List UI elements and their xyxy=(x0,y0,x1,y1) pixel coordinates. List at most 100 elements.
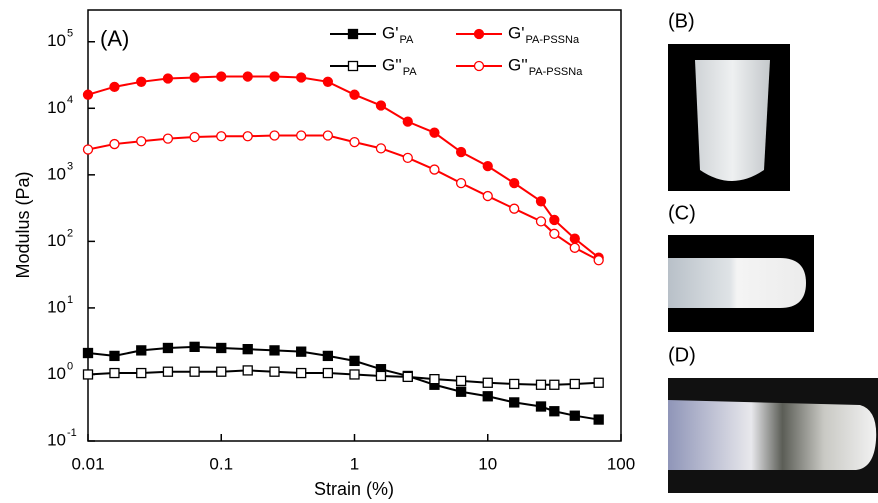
y-tick-label: 10 xyxy=(47,430,66,449)
point xyxy=(455,177,467,189)
point xyxy=(349,369,360,380)
point xyxy=(162,133,174,144)
point xyxy=(322,130,334,141)
point xyxy=(242,344,253,355)
point xyxy=(429,127,440,138)
point xyxy=(136,345,147,356)
y-tick-exponent: 1 xyxy=(67,294,73,306)
y-tick-exponent: 3 xyxy=(67,161,73,173)
point xyxy=(242,365,253,376)
point xyxy=(82,144,94,155)
point xyxy=(349,136,360,148)
point xyxy=(136,76,147,87)
point xyxy=(549,379,560,390)
point xyxy=(375,370,387,382)
point xyxy=(349,89,360,100)
x-tick-label: 1 xyxy=(350,454,359,473)
legend-subscript: PA-PSSNa xyxy=(529,66,583,78)
legend-label: G' xyxy=(382,23,398,42)
y-axis-label: Modulus (Pa) xyxy=(13,171,33,278)
point xyxy=(296,72,307,83)
point xyxy=(402,152,413,163)
point xyxy=(375,143,387,154)
point xyxy=(269,366,280,377)
point xyxy=(189,131,200,143)
point xyxy=(429,374,440,385)
photo-label: (C) xyxy=(668,202,696,224)
legend-marker xyxy=(473,60,485,72)
point xyxy=(189,72,200,83)
point xyxy=(322,76,334,87)
point xyxy=(242,71,253,82)
point xyxy=(509,177,520,189)
point xyxy=(482,190,493,202)
point xyxy=(269,71,280,82)
point xyxy=(82,347,94,359)
legend-marker xyxy=(347,60,359,72)
point xyxy=(216,366,227,377)
point xyxy=(216,71,227,82)
point xyxy=(549,214,560,226)
point xyxy=(402,371,413,383)
point xyxy=(322,367,334,379)
vial-b xyxy=(695,60,770,181)
point xyxy=(189,366,200,377)
point xyxy=(82,89,94,100)
legend-marker xyxy=(473,28,485,40)
legend-subscript: PA-PSSNa xyxy=(525,34,579,46)
x-tick-label: 0.01 xyxy=(71,454,104,473)
point xyxy=(593,255,604,266)
point xyxy=(375,100,387,111)
legend-label: G' xyxy=(508,23,524,42)
point xyxy=(549,406,560,417)
point xyxy=(109,138,120,150)
point xyxy=(509,203,520,214)
photo-label: (D) xyxy=(668,344,696,366)
point xyxy=(269,345,280,356)
point xyxy=(109,367,120,379)
point xyxy=(109,81,120,92)
series-line xyxy=(87,75,600,259)
x-tick-label: 10 xyxy=(478,454,497,473)
point xyxy=(593,414,604,425)
point xyxy=(455,375,467,387)
point xyxy=(593,377,604,388)
point xyxy=(509,378,520,390)
point xyxy=(242,131,253,142)
point xyxy=(162,366,174,377)
point xyxy=(509,397,520,408)
legend-marker xyxy=(347,28,359,40)
point xyxy=(569,410,580,421)
point xyxy=(109,350,120,362)
x-tick-label: 0.1 xyxy=(209,454,233,473)
point xyxy=(296,346,307,357)
point xyxy=(535,196,547,207)
point xyxy=(569,233,580,244)
legend-subscript: PA xyxy=(403,66,418,78)
point xyxy=(429,164,440,175)
x-tick-label: 100 xyxy=(607,454,635,473)
legend-label: G'' xyxy=(382,55,402,74)
legend-label: G'' xyxy=(508,55,528,74)
point xyxy=(482,377,493,388)
legend-subscript: PA xyxy=(399,34,414,46)
point xyxy=(296,367,307,379)
point xyxy=(349,355,360,367)
vial-d xyxy=(668,400,877,470)
point xyxy=(569,378,580,390)
point xyxy=(535,401,547,412)
y-tick-label: 10 xyxy=(47,31,66,50)
y-tick-exponent: -1 xyxy=(67,427,77,439)
y-tick-exponent: 4 xyxy=(67,94,73,106)
point xyxy=(136,367,147,379)
point xyxy=(549,228,560,239)
photo-label: (B) xyxy=(668,10,695,32)
point xyxy=(402,116,413,127)
y-tick-exponent: 2 xyxy=(67,227,73,239)
point xyxy=(455,386,467,397)
y-tick-label: 10 xyxy=(47,164,66,183)
y-tick-exponent: 5 xyxy=(67,28,73,40)
point xyxy=(535,216,547,227)
point xyxy=(269,130,280,141)
